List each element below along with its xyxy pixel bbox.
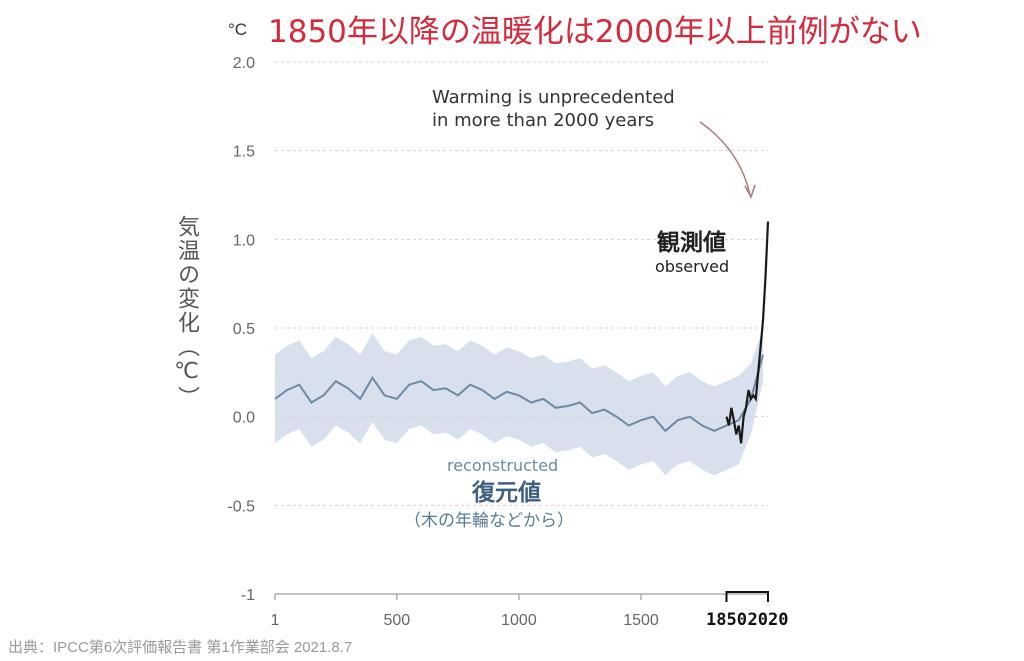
- observed-line: [725, 221, 770, 444]
- reconstructed-label-ja: 復元値: [471, 479, 541, 506]
- annotation-arrowhead: [744, 184, 756, 199]
- y-unit-label: °C: [228, 20, 248, 39]
- reconstructed-note: （木の年輪などから）: [404, 511, 574, 531]
- x-axis: 1 500 1000 1500 1850 2020: [271, 591, 789, 630]
- y-tick-label: 2.0: [233, 55, 255, 72]
- observed-label-en: observed: [655, 257, 729, 276]
- annotation-warming-line2: in more than 2000 years: [432, 110, 654, 131]
- reconstructed-line: [274, 354, 765, 433]
- reconstructed-band: [275, 328, 764, 476]
- x-tick-label: 500: [383, 612, 410, 629]
- y-tick-label: -0.5: [227, 498, 255, 515]
- series-lines: [274, 221, 770, 444]
- annotation-arrow: [699, 121, 751, 196]
- x-tick-label: 1500: [623, 612, 659, 629]
- x-tick-label: 1000: [501, 612, 537, 629]
- period-bracket: [725, 591, 769, 602]
- y-tick-label: 0.5: [233, 321, 255, 338]
- chart-title: 1850年以降の温暖化は2000年以上前例がない: [268, 14, 922, 50]
- y-tick-label: 0.0: [233, 410, 255, 427]
- y-tick-label: -1: [241, 587, 255, 604]
- source-note: 出典：IPCC第6次評価報告書 第1作業部会 2021.8.7: [8, 639, 353, 656]
- annotation-warming-line1: Warming is unprecedented: [432, 87, 675, 108]
- y-tick-labels: 2.0 1.5 1.0 0.5 0.0 -0.5 -1: [227, 55, 255, 604]
- x-tick-label: 1: [271, 612, 280, 629]
- reconstructed-label-en: reconstructed: [447, 456, 558, 475]
- x-tick-label: 1850: [706, 610, 747, 630]
- x-tick-label: 2020: [748, 610, 789, 630]
- reconstructed-band-group: [275, 328, 764, 476]
- y-tick-label: 1.0: [233, 232, 255, 249]
- observed-label-ja: 観測値: [657, 229, 726, 256]
- y-axis-label: 気温の変化（℃）: [174, 215, 199, 410]
- y-tick-label: 1.5: [233, 144, 255, 161]
